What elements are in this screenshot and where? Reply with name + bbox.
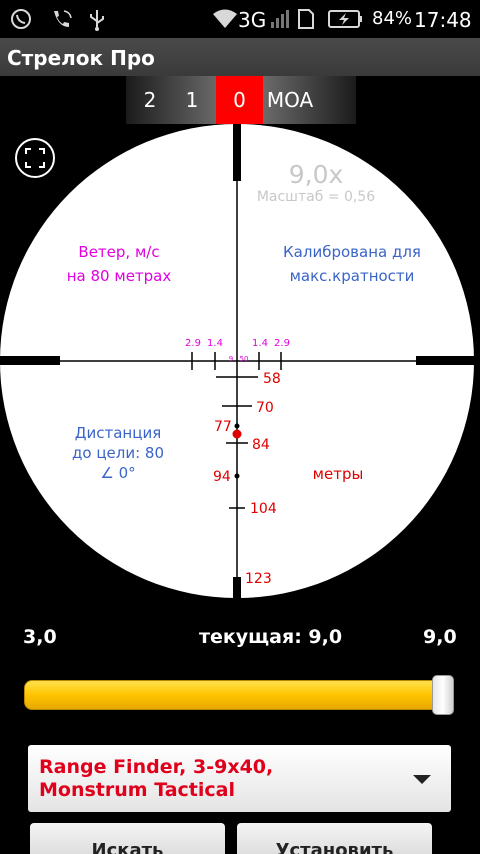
phone-icon	[50, 8, 74, 35]
signal-icon	[270, 8, 290, 35]
top-post	[233, 124, 241, 181]
search-button[interactable]: Искать	[30, 823, 225, 854]
zoom-max-label: 9,0	[423, 626, 457, 648]
network-type: 3G	[238, 8, 267, 32]
zoom-min-label: 3,0	[23, 626, 57, 648]
wind-tick-label: 9	[229, 355, 233, 363]
scale-text: Масштаб = 0,56	[257, 189, 375, 205]
scope-view: 9,0x Масштаб = 0,56 Ветер, м/с на 80 мет…	[0, 124, 480, 598]
calibrated-label: Калибрована для	[283, 243, 421, 261]
right-post	[416, 356, 480, 365]
wind-tick-label: 50	[240, 355, 249, 363]
zoom-option-2[interactable]: 2	[143, 88, 157, 112]
left-post	[0, 356, 60, 365]
range-dot	[234, 423, 240, 429]
wifi-icon	[212, 8, 238, 35]
range-mark-label: 104	[250, 501, 277, 517]
zoom-current-label: текущая: 9,0	[199, 626, 343, 648]
sim-icon	[296, 8, 316, 35]
range-mark-label: 58	[263, 371, 281, 387]
wind-tick-label: 2.9	[274, 338, 290, 349]
range-mark-label: 94	[213, 469, 231, 485]
viber-icon	[10, 8, 32, 35]
range-mark-label: 77	[214, 419, 232, 435]
range-dot	[234, 473, 240, 479]
wind-tick-label: 1.4	[207, 338, 223, 349]
bottom-post	[233, 577, 241, 598]
wind-tick-label: 1.4	[252, 338, 268, 349]
fullscreen-icon[interactable]	[15, 138, 55, 178]
usb-icon	[88, 8, 106, 37]
range-mark-label: 70	[256, 400, 274, 416]
units-label: метры	[313, 465, 364, 483]
wind-label: Ветер, м/с	[78, 243, 159, 261]
wind-distance-label: на 80 метрах	[67, 267, 172, 285]
clock: 17:48	[414, 8, 472, 32]
zoom-option-1[interactable]: 1	[185, 88, 199, 112]
battery-icon	[328, 8, 364, 35]
magnification-text: 9,0x	[289, 160, 344, 189]
range-mark-label: 123	[245, 571, 272, 587]
zoom-option-moa[interactable]: MOA	[266, 88, 314, 112]
chevron-down-icon	[413, 775, 431, 784]
angle-value: ∠ 0°	[100, 464, 135, 482]
point-of-impact	[232, 429, 242, 439]
title-bar: Стрелок Про	[0, 38, 480, 76]
range-mark-label: 84	[252, 437, 270, 453]
scope-select-value: Range Finder, 3-9x40, Monstrum Tactical	[39, 756, 274, 801]
install-button[interactable]: Установить	[237, 823, 432, 854]
zoom-slider-thumb[interactable]	[432, 675, 454, 715]
wind-tick-label: 2.9	[185, 338, 201, 349]
battery-percent: 84%	[372, 8, 413, 29]
reticle-zoom-selector[interactable]: 2 1 0 MOA	[126, 76, 356, 124]
app-title: Стрелок Про	[7, 46, 155, 70]
scope-select[interactable]: Range Finder, 3-9x40, Monstrum Tactical	[28, 745, 451, 812]
status-bar: 3G 84% 17:48	[0, 0, 480, 38]
zoom-slider-track[interactable]	[24, 680, 452, 710]
calibrated-magnification-label: макс.кратности	[290, 267, 415, 285]
distance-label: Дистанция	[75, 424, 161, 442]
zoom-option-0[interactable]: 0	[216, 76, 263, 124]
distance-value: до цели: 80	[72, 444, 164, 462]
